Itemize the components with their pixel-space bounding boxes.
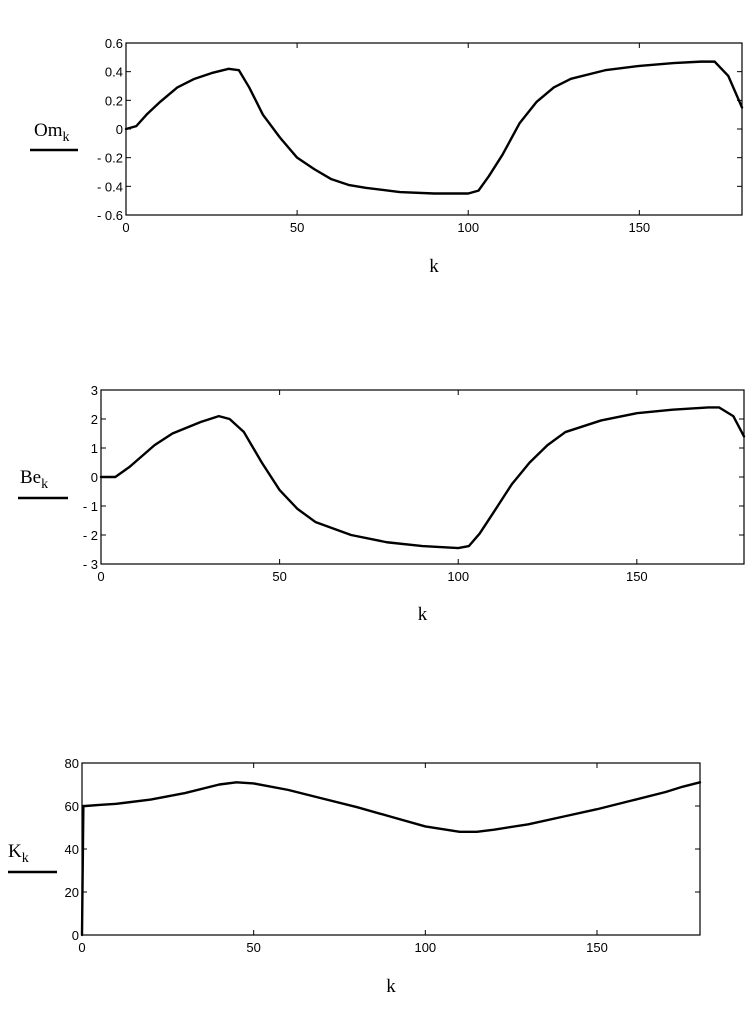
x-axis-label: k [386, 976, 396, 997]
y-tick-label: - 3 [83, 557, 98, 572]
y-axis-label: Bek [20, 467, 48, 492]
series-line-1 [124, 60, 744, 195]
y-tick-label: 3 [91, 383, 98, 398]
y-tick-label: 0.6 [105, 36, 123, 51]
x-tick-label: 100 [414, 940, 436, 955]
y-tick-label: - 1 [83, 499, 98, 514]
y-tick-label: 60 [65, 799, 79, 814]
y-tick-label: - 0.6 [97, 208, 123, 223]
x-tick-label: 0 [78, 940, 85, 955]
x-axis-label: k [418, 604, 428, 625]
x-tick-label: 50 [272, 569, 286, 584]
x-tick-label: 0 [97, 569, 104, 584]
y-tick-label: 1 [91, 441, 98, 456]
plot-1: 0 50 100 150 - 0.6 - 0.4 - 0.2 0 0.2 0.4 0.6 k Omk [30, 36, 744, 277]
y-axis-label: Omk [34, 120, 70, 145]
y-tick-label: - 2 [83, 528, 98, 543]
plot-frame [125, 42, 743, 216]
plot-frame [100, 389, 745, 565]
plot-3: 0 50 100 150 0 20 40 60 80 k Kk [8, 756, 702, 997]
y-tick-label: 0 [72, 928, 79, 943]
y-tick-label: 20 [65, 885, 79, 900]
x-tick-label: 50 [290, 220, 304, 235]
y-tick-label: 40 [65, 842, 79, 857]
y-tick-label: 80 [65, 756, 79, 771]
x-tick-label: 100 [447, 569, 469, 584]
x-axis-label: k [429, 256, 439, 277]
x-tick-label: 150 [586, 940, 608, 955]
x-tick-label: 100 [457, 220, 479, 235]
x-tick-label: 150 [628, 220, 650, 235]
y-tick-label: 0 [116, 122, 123, 137]
x-tick-label: 150 [626, 569, 648, 584]
series-line-1 [80, 781, 702, 937]
y-axis-label: Kk [8, 841, 29, 866]
y-tick-label: - 0.2 [97, 151, 123, 166]
y-tick-label: 0 [91, 470, 98, 485]
x-tick-label: 0 [122, 220, 129, 235]
x-tick-label: 50 [246, 940, 260, 955]
y-tick-label: 0.4 [105, 65, 123, 80]
y-tick-label: 2 [91, 412, 98, 427]
plot-frame [81, 762, 701, 936]
y-tick-label: - 0.4 [97, 179, 123, 194]
plot-2: 0 50 100 150 - 3 - 2 - 1 0 1 2 3 k Bek [18, 383, 746, 625]
series-line-1 [99, 406, 746, 550]
y-tick-label: 0.2 [105, 93, 123, 108]
